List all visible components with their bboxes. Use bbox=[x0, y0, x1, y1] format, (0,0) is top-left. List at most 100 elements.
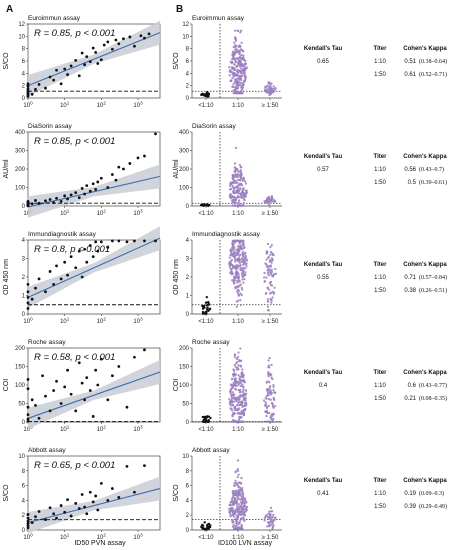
y-tick-label: 300 bbox=[179, 149, 190, 155]
x-tick-label: 100 bbox=[23, 317, 33, 326]
strip-point bbox=[272, 388, 275, 392]
strip-point bbox=[238, 407, 241, 410]
scatter-title: Abbott assay bbox=[28, 447, 66, 454]
titer-header: Titer bbox=[374, 262, 388, 268]
strip-point bbox=[235, 82, 238, 85]
strip-point bbox=[272, 513, 275, 517]
titer-value: 1:10 bbox=[374, 59, 386, 65]
strip-point bbox=[272, 85, 275, 88]
strip-point bbox=[229, 407, 232, 410]
confidence-band bbox=[28, 20, 160, 97]
strip-point bbox=[240, 527, 244, 530]
strip-point bbox=[234, 525, 237, 528]
strip-point bbox=[235, 396, 238, 400]
strip-point bbox=[243, 79, 246, 82]
scatter-y-label: OD 450 nm bbox=[3, 259, 10, 295]
strip-point bbox=[244, 182, 248, 185]
strip-point bbox=[235, 522, 238, 525]
y-tick-label: 2 bbox=[186, 84, 190, 90]
strip-point bbox=[240, 85, 244, 88]
x-tick-label: 103 bbox=[133, 209, 143, 218]
scatter-point bbox=[106, 246, 110, 249]
scatter-point bbox=[34, 403, 37, 407]
strip-point bbox=[230, 378, 234, 381]
strip-point bbox=[240, 476, 243, 480]
strip-point bbox=[200, 525, 203, 528]
strip-point bbox=[234, 197, 238, 201]
strip-point bbox=[239, 72, 243, 75]
strip-point bbox=[234, 85, 237, 88]
strip-point bbox=[229, 388, 233, 391]
strip-point bbox=[234, 179, 237, 182]
strip-point bbox=[242, 261, 245, 264]
scatter-point bbox=[48, 409, 52, 413]
strip-point bbox=[228, 256, 232, 259]
strip-point bbox=[232, 74, 235, 77]
y-tick-label: 3 bbox=[22, 257, 26, 263]
scatter-point bbox=[26, 413, 30, 416]
strip-point bbox=[267, 521, 270, 525]
strip-point bbox=[242, 516, 245, 519]
y-tick-label: 12 bbox=[182, 22, 189, 28]
strip-point bbox=[242, 54, 245, 57]
strip-point bbox=[237, 418, 241, 421]
scatter-point bbox=[77, 507, 81, 510]
strip-point bbox=[234, 272, 238, 276]
strip-point bbox=[242, 281, 245, 284]
scatter-point bbox=[83, 247, 87, 251]
strip-point bbox=[268, 381, 271, 384]
x-category-label: <1:10 bbox=[198, 427, 214, 433]
scatter-point bbox=[63, 385, 67, 389]
strip-point bbox=[264, 396, 267, 400]
y-tick-label: 0 bbox=[186, 204, 190, 210]
strip-point bbox=[233, 393, 236, 396]
strip-point bbox=[245, 259, 249, 262]
scatter-point bbox=[91, 182, 95, 186]
scatter-title: Roche assay bbox=[28, 339, 66, 346]
scatter-point bbox=[52, 201, 56, 205]
strip-point bbox=[232, 368, 235, 371]
strip-point bbox=[238, 44, 241, 47]
strip-point bbox=[236, 506, 239, 509]
strip-point bbox=[228, 260, 231, 264]
strip-point bbox=[239, 359, 243, 363]
scatter-point bbox=[44, 394, 47, 398]
strip-point bbox=[231, 204, 234, 207]
strip-point bbox=[241, 58, 245, 61]
scatter-point bbox=[91, 500, 95, 504]
strip-point bbox=[201, 307, 205, 310]
strip-point bbox=[240, 204, 243, 207]
strip-point bbox=[264, 404, 267, 407]
strip-point bbox=[266, 373, 270, 376]
kendall-tau-value: 0.41 bbox=[317, 491, 329, 497]
titer-value: 1:50 bbox=[374, 288, 386, 294]
strip-point bbox=[244, 389, 248, 392]
strip-point bbox=[237, 294, 240, 297]
assay-row-4: Roche assay050100150200COI100101102103R … bbox=[3, 339, 447, 433]
kendall-tau-header: Kendall's Tau bbox=[304, 262, 343, 268]
x-category-label: ≥ 1:50 bbox=[262, 103, 279, 109]
strip-point bbox=[235, 44, 238, 48]
scatter-point bbox=[133, 239, 136, 243]
strip-point bbox=[269, 283, 272, 286]
strip-point bbox=[231, 391, 234, 394]
y-tick-label: 300 bbox=[15, 149, 26, 155]
strip-point bbox=[239, 31, 242, 34]
y-tick-label: 4 bbox=[22, 238, 26, 244]
strip-point bbox=[239, 91, 242, 95]
strip-point bbox=[201, 304, 204, 308]
strip-point bbox=[228, 66, 231, 69]
strip-point bbox=[231, 50, 235, 53]
strip-point bbox=[238, 415, 241, 419]
scatter-point bbox=[94, 50, 98, 54]
x-tick-label: 101 bbox=[60, 533, 70, 542]
scatter-point bbox=[96, 62, 100, 65]
strip-title: Abbott assay bbox=[192, 447, 230, 454]
strip-point bbox=[232, 176, 236, 179]
scatter-point bbox=[99, 58, 103, 62]
scatter-point bbox=[34, 87, 37, 91]
scatter-point bbox=[77, 249, 81, 253]
strip-point bbox=[234, 267, 237, 270]
